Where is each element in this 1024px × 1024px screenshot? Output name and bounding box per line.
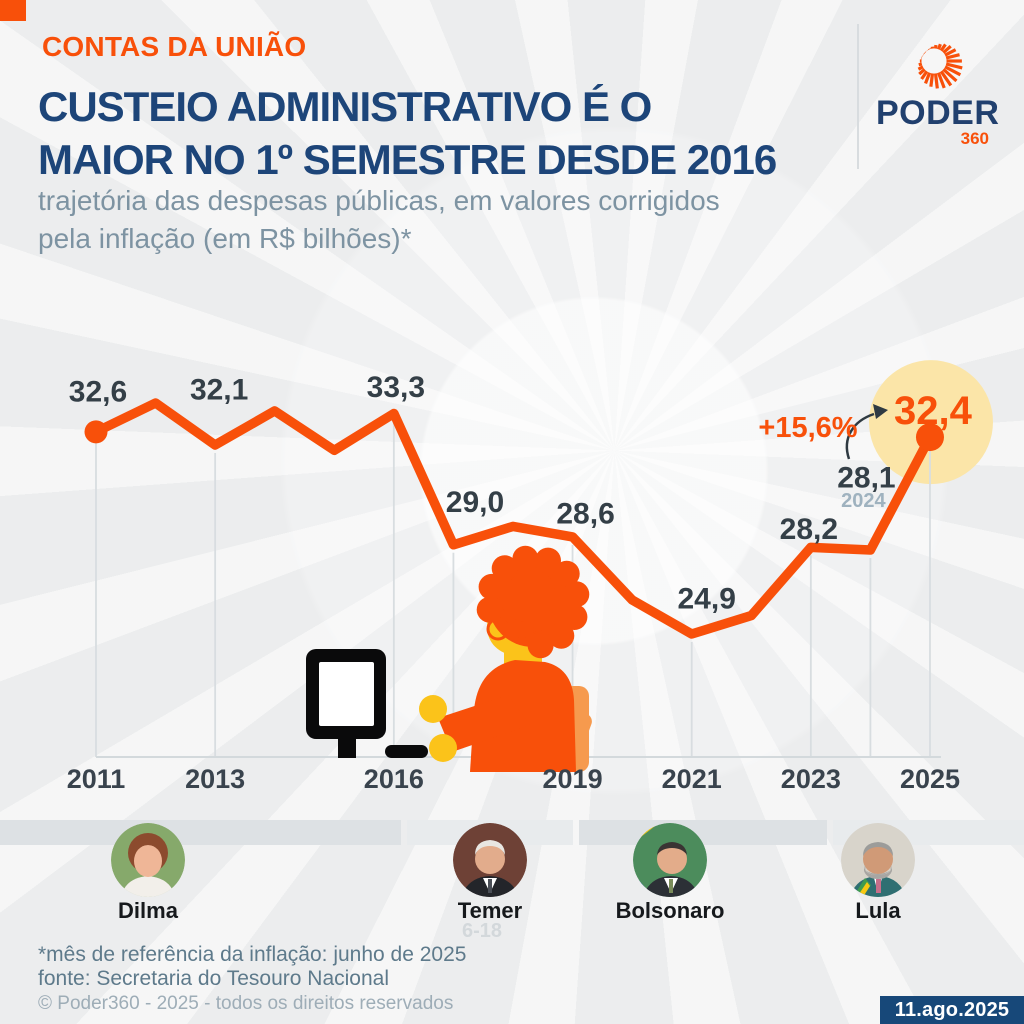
avatar-temer bbox=[453, 823, 527, 897]
x-tick-2025: 2025 bbox=[900, 764, 960, 794]
x-tick-2013: 2013 bbox=[185, 764, 245, 794]
logo-ray bbox=[939, 43, 947, 52]
value-label-2011: 32,6 bbox=[69, 375, 127, 408]
logo-ray bbox=[933, 73, 939, 89]
x-tick-2016: 2016 bbox=[364, 764, 424, 794]
logo-ray bbox=[918, 62, 923, 67]
arrowhead-icon bbox=[873, 404, 888, 419]
logo-ray bbox=[944, 48, 957, 57]
x-tick-2019: 2019 bbox=[543, 764, 603, 794]
timeline-segment-bolsonaro bbox=[579, 820, 827, 845]
avatar-dilma bbox=[111, 823, 185, 897]
title-line-1: CUSTEIO ADMINISTRATIVO É O bbox=[38, 83, 652, 130]
avatar-bolsonaro bbox=[633, 823, 707, 897]
logo-ray bbox=[942, 68, 958, 83]
trend-line-layer bbox=[84, 398, 944, 639]
subtitle-line-2: pela inflação (em R$ bilhões)* bbox=[38, 223, 412, 254]
person-arm bbox=[438, 695, 530, 752]
value-label-2024: 28,1 bbox=[837, 462, 895, 495]
value-label-2018: 29,0 bbox=[446, 486, 504, 519]
avatar-lula bbox=[841, 823, 915, 897]
copyright-text: © Poder360 - 2025 - todos os direitos re… bbox=[38, 993, 454, 1014]
footnote-source: fonte: Secretaria do Tesouro Nacional bbox=[38, 967, 389, 990]
logo-wordmark: PODER bbox=[876, 94, 1000, 132]
value-label-2019: 28,6 bbox=[556, 497, 614, 530]
logo-ray bbox=[944, 65, 962, 77]
value-label-2016: 33,3 bbox=[367, 371, 425, 404]
value-label-2013: 32,1 bbox=[190, 374, 248, 407]
value-label-2023: 28,2 bbox=[780, 513, 838, 546]
annotation-arrow bbox=[845, 404, 888, 460]
person-afro-hair bbox=[476, 545, 590, 659]
logo-ray bbox=[929, 73, 935, 87]
logo-ray bbox=[918, 68, 926, 76]
logo-ray bbox=[936, 43, 942, 50]
mouse-icon bbox=[385, 745, 428, 758]
temer-term-faint: 6-18 bbox=[462, 920, 503, 942]
timeline-segment-dilma bbox=[0, 820, 401, 845]
footnote-inflation: *mês de referência da inflação: junho de… bbox=[38, 943, 467, 966]
trend-line bbox=[93, 398, 935, 639]
logo-ray bbox=[917, 65, 924, 71]
change-annotation: +15,6% bbox=[758, 412, 857, 444]
header-divider bbox=[857, 24, 859, 169]
value-label-2025: 32,4 bbox=[894, 389, 973, 433]
monitor-stand bbox=[338, 739, 356, 758]
logo-360: 360 bbox=[960, 129, 989, 148]
data-point-dot-2011 bbox=[84, 420, 108, 444]
x-axis-labels: 2011 2013 2016 2019 2021 2023 2025 bbox=[67, 764, 960, 794]
logo-ray bbox=[945, 62, 963, 70]
logo-ray bbox=[942, 45, 952, 54]
poder360-logo: PODER 360 bbox=[876, 26, 1000, 148]
highlight-circle bbox=[868, 360, 993, 485]
president-name-dilma: Dilma bbox=[118, 898, 178, 923]
president-name-temer: Temer bbox=[457, 898, 523, 923]
x-tick-2011: 2011 bbox=[67, 764, 126, 794]
x-tick-2021: 2021 bbox=[662, 764, 722, 794]
person-hand-lower bbox=[429, 734, 457, 762]
person-hand-upper bbox=[419, 695, 447, 723]
page-title: CUSTEIO ADMINISTRATIVO É O MAIOR NO 1º S… bbox=[38, 80, 777, 186]
footnotes: *mês de referência da inflação: junho de… bbox=[38, 943, 466, 991]
logo-ray bbox=[920, 70, 929, 80]
logo-ray bbox=[945, 53, 960, 60]
publication-date-badge: 11.ago.2025 bbox=[880, 996, 1024, 1024]
worker-at-computer-illustration bbox=[306, 545, 592, 773]
glasses-icon bbox=[486, 617, 546, 642]
logo-ray bbox=[936, 72, 946, 89]
logo-ray bbox=[924, 72, 932, 84]
year-sublabel-2024: 2024 bbox=[841, 490, 886, 512]
monitor-screen bbox=[319, 662, 374, 726]
highlight-layer bbox=[868, 360, 993, 485]
sunburst-logo-icon bbox=[917, 43, 963, 89]
x-tick-2023: 2023 bbox=[781, 764, 841, 794]
logo-ray bbox=[939, 70, 953, 87]
data-point-dot-2025 bbox=[915, 423, 944, 452]
president-name-lula: Lula bbox=[855, 898, 901, 923]
section-tag: CONTAS DA UNIÃO bbox=[42, 31, 307, 62]
value-label-2021: 24,9 bbox=[678, 583, 736, 616]
title-line-2: MAIOR NO 1º SEMESTRE DESDE 2016 bbox=[38, 136, 777, 183]
tag-square bbox=[0, 0, 26, 21]
chart-subtitle: trajetória das despesas públicas, em val… bbox=[38, 182, 720, 258]
president-name-bolsonaro: Bolsonaro bbox=[615, 898, 725, 923]
subtitle-line-1: trajetória das despesas públicas, em val… bbox=[38, 185, 720, 216]
